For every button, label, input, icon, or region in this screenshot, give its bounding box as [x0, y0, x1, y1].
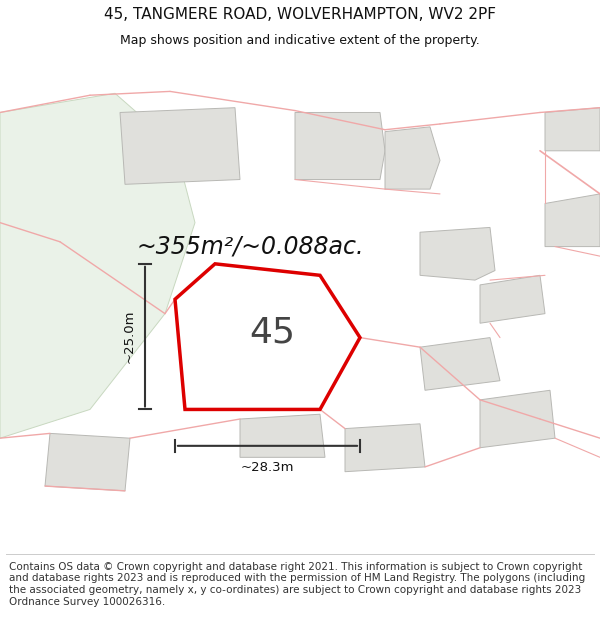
Polygon shape	[420, 228, 495, 280]
Text: Contains OS data © Crown copyright and database right 2021. This information is : Contains OS data © Crown copyright and d…	[9, 562, 585, 606]
Polygon shape	[345, 424, 425, 472]
Polygon shape	[420, 338, 500, 390]
Text: ~355m²/~0.088ac.: ~355m²/~0.088ac.	[136, 234, 364, 259]
Text: 45: 45	[250, 316, 296, 349]
Polygon shape	[240, 414, 325, 458]
Polygon shape	[45, 433, 130, 491]
Polygon shape	[385, 127, 440, 189]
Polygon shape	[120, 107, 240, 184]
Polygon shape	[295, 112, 385, 179]
Polygon shape	[0, 93, 195, 438]
Text: 45, TANGMERE ROAD, WOLVERHAMPTON, WV2 2PF: 45, TANGMERE ROAD, WOLVERHAMPTON, WV2 2P…	[104, 8, 496, 22]
Polygon shape	[175, 264, 360, 409]
Text: ~28.3m: ~28.3m	[241, 461, 294, 474]
Polygon shape	[545, 194, 600, 247]
Polygon shape	[480, 390, 555, 448]
Polygon shape	[545, 107, 600, 151]
Polygon shape	[480, 276, 545, 323]
Text: ~25.0m: ~25.0m	[123, 310, 136, 363]
Text: Map shows position and indicative extent of the property.: Map shows position and indicative extent…	[120, 34, 480, 47]
